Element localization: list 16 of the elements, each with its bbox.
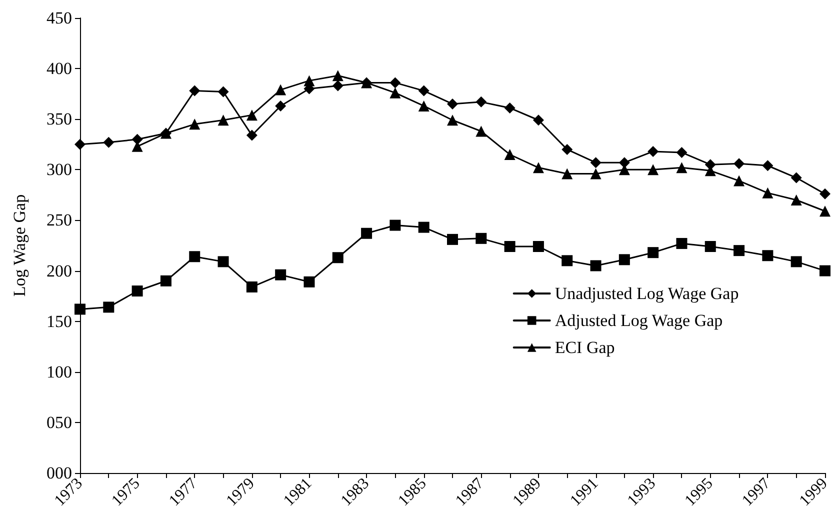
y-tick-label: 150 xyxy=(46,312,72,331)
legend-label: Unadjusted Log Wage Gap xyxy=(554,284,739,303)
x-tick-label: 1991 xyxy=(567,474,602,510)
y-tick-label: 200 xyxy=(46,261,72,280)
x-tick-label: 1981 xyxy=(280,474,316,510)
y-axis-title: Log Wage Gap xyxy=(10,194,29,297)
legend-label: Adjusted Log Wage Gap xyxy=(554,311,723,330)
y-tick-label: 250 xyxy=(46,210,72,230)
y-tick-label: 400 xyxy=(46,59,72,78)
y-tick-label: 300 xyxy=(46,160,72,180)
y-tick-label: 100 xyxy=(46,362,72,382)
legend-label: ECI Gap xyxy=(554,338,615,357)
y-tick-label: 450 xyxy=(46,8,72,28)
y-tick-label: 050 xyxy=(46,412,72,432)
y-tick-label: 000 xyxy=(46,464,72,482)
y-tick-label: 350 xyxy=(46,110,72,129)
